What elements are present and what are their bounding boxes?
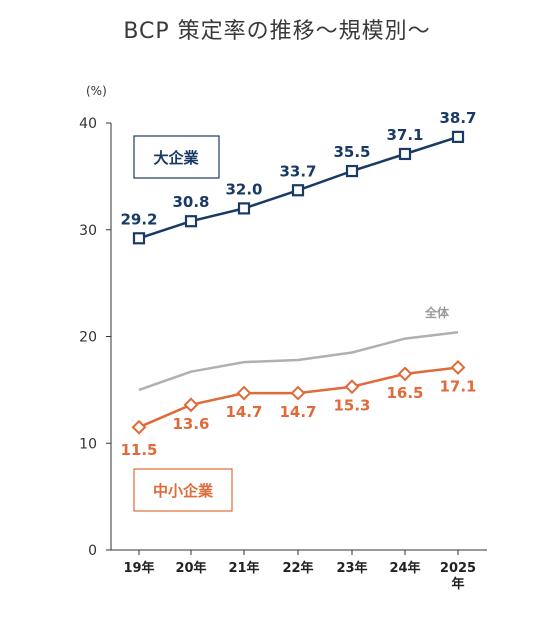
data-label-large-enterprise: 38.7: [439, 109, 476, 127]
data-label-large-enterprise: 37.1: [386, 126, 423, 144]
legend-small-enterprise: 中小企業: [133, 468, 233, 512]
data-label-large-enterprise: 33.7: [279, 162, 316, 180]
legend-large-enterprise: 大企業: [133, 135, 220, 179]
marker-large-enterprise: [451, 130, 465, 143]
y-ticks: 0 10 20 30 40: [79, 116, 111, 559]
marker-small-enterprise: [344, 379, 360, 395]
data-label-small-enterprise: 15.3: [333, 397, 370, 415]
x-tick-label: 24年: [389, 560, 420, 576]
y-tick-label: 40: [79, 116, 97, 132]
data-label-small-enterprise: 14.7: [225, 403, 262, 421]
marker-large-enterprise: [291, 184, 305, 197]
marker-large-enterprise: [132, 232, 146, 245]
marker-large-enterprise: [184, 215, 198, 228]
x-tick-label: 23年: [336, 560, 367, 576]
marker-small-enterprise: [450, 360, 466, 375]
marker-small-enterprise: [236, 385, 252, 401]
x-tick-label: 22年: [282, 560, 313, 576]
marker-small-enterprise: [397, 366, 413, 382]
data-label-large-enterprise: 35.5: [333, 143, 370, 161]
data-labels: 29.2 30.8 32.0 33.7 35.5 37.1 38.7 11.5 13.6 14.7…: [120, 109, 476, 459]
marker-small-enterprise: [131, 419, 147, 435]
marker-large-enterprise: [345, 164, 359, 178]
series-all-label: 全体: [424, 305, 450, 320]
data-label-small-enterprise: 11.5: [120, 441, 157, 459]
series-markers: [131, 130, 466, 435]
legend-small-enterprise-label: 中小企業: [153, 482, 214, 500]
data-label-large-enterprise: 32.0: [225, 180, 262, 198]
legend-small-enterprise-box: [133, 468, 233, 512]
marker-large-enterprise: [398, 147, 412, 161]
y-tick-label: 30: [79, 223, 97, 239]
chart-title: BCP 策定率の推移〜規模別〜: [123, 19, 430, 44]
y-unit-label: (%): [86, 84, 107, 98]
marker-small-enterprise: [183, 397, 199, 413]
data-label-small-enterprise: 13.6: [172, 415, 209, 433]
marker-large-enterprise: [237, 202, 251, 215]
x-tick-label-suffix: 年: [451, 576, 464, 592]
marker-small-enterprise: [290, 385, 306, 401]
data-label-large-enterprise: 30.8: [172, 193, 209, 211]
x-tick-label: 20年: [175, 560, 206, 576]
x-tick-label: 2025: [440, 561, 476, 576]
data-label-small-enterprise: 17.1: [439, 377, 476, 395]
legend-large-enterprise-box: [133, 135, 220, 179]
x-tick-label: 21年: [228, 560, 259, 576]
data-label-large-enterprise: 29.2: [120, 210, 157, 228]
y-tick-label: 20: [79, 330, 97, 346]
data-label-small-enterprise: 14.7: [279, 403, 316, 421]
legend-large-enterprise-label: 大企業: [153, 149, 199, 167]
data-label-small-enterprise: 16.5: [386, 384, 423, 402]
x-tick-label: 19年: [123, 560, 154, 576]
y-tick-label: 0: [88, 543, 97, 559]
y-tick-label: 10: [79, 436, 97, 452]
series-line-all: [138, 330, 459, 392]
